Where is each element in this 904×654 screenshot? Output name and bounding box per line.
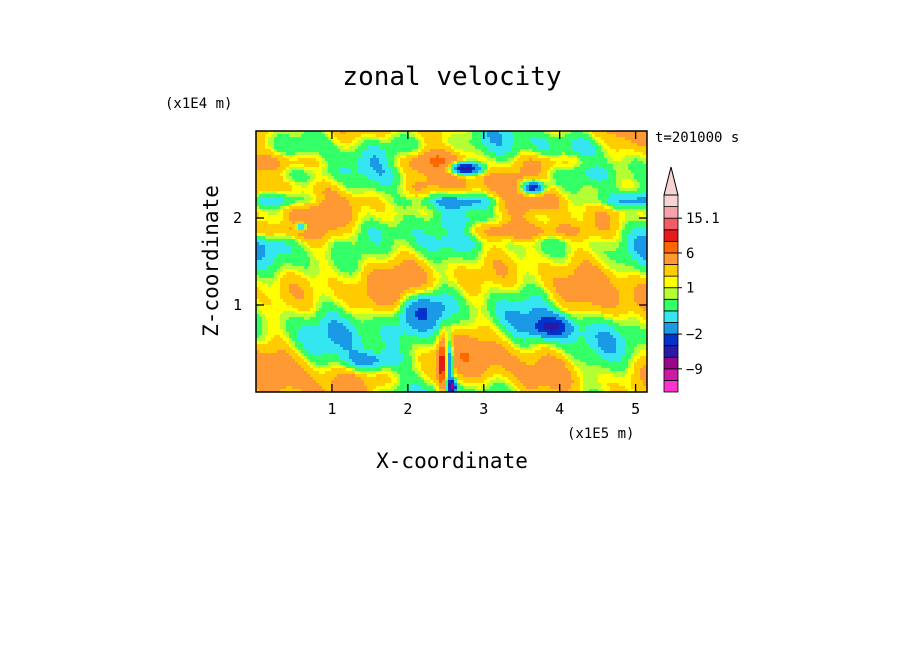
colorbar-label: 15.1: [686, 211, 720, 227]
colorbar-swatch: [663, 217, 679, 231]
x-tick-label: 4: [555, 400, 564, 418]
x-axis-ticks: 1 2 3 4 5: [327, 131, 640, 418]
colorbar-extend-max: [663, 166, 679, 196]
x-tick-label: 1: [327, 400, 336, 418]
x-scale-label: (x1E5 m): [567, 426, 634, 442]
colorbar-swatch: [663, 240, 679, 254]
colorbar-swatch: [663, 194, 679, 207]
y-tick-label: 1: [233, 296, 242, 314]
colorbar-swatch: [663, 368, 679, 381]
colorbar-label: 6: [686, 246, 694, 262]
colorbar-swatch: [663, 229, 679, 242]
x-axis-label: X-coordinate: [376, 449, 528, 473]
colorbar-swatch: [663, 252, 679, 265]
y-axis-label: Z-coordinate: [199, 185, 223, 337]
x-tick-label: 5: [631, 400, 640, 418]
colorbar-swatch: [663, 275, 679, 289]
colorbar-swatch: [663, 298, 679, 312]
colorbar-label: −2: [686, 327, 703, 343]
velocity-field: [256, 131, 647, 392]
colorbar-swatch: [663, 287, 679, 300]
colorbar-label: 1: [686, 281, 694, 297]
colorbar-swatch: [663, 345, 679, 358]
plot-frame: [255, 130, 648, 393]
colorbar-swatch: [663, 356, 679, 370]
x-tick-label: 2: [403, 400, 412, 418]
colorbar: 15.1 6 1 −2 −9: [663, 166, 720, 393]
y-scale-label: (x1E4 m): [165, 96, 232, 112]
colorbar-swatch: [663, 310, 679, 323]
colorbar-swatch: [663, 264, 679, 277]
colorbar-swatch: [663, 206, 679, 219]
time-label: t=201000 s: [655, 130, 739, 146]
colorbar-swatch: [663, 333, 679, 347]
y-axis-ticks: 12: [233, 209, 647, 314]
x-tick-label: 3: [479, 400, 488, 418]
chart-title: zonal velocity: [342, 62, 561, 92]
y-tick-label: 2: [233, 209, 242, 227]
colorbar-swatch: [663, 380, 679, 393]
colorbar-label: −9: [686, 362, 703, 378]
colorbar-swatch: [663, 322, 679, 335]
